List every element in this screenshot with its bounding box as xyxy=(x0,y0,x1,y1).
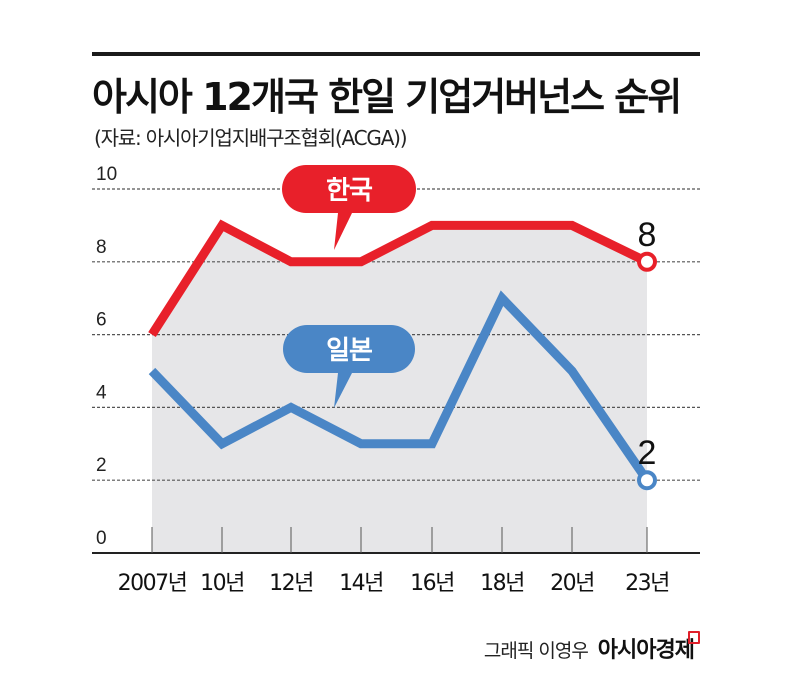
korea-line xyxy=(148,219,649,338)
y-tick-label: 8 xyxy=(96,237,107,258)
japan-callout: 일본 xyxy=(283,325,415,408)
top-rule xyxy=(92,52,700,56)
x-tick-label: 16년 xyxy=(410,571,454,596)
korea-end-marker xyxy=(637,251,657,272)
brand-logo: 아시아경제 xyxy=(597,638,695,663)
korea-callout: 한국 xyxy=(282,165,416,250)
x-axis-ticks xyxy=(151,527,648,553)
y-tick-label: 10 xyxy=(96,164,117,185)
japan-line xyxy=(148,290,651,483)
japan-end-value: 2 xyxy=(638,434,657,472)
korea-end-value: 8 xyxy=(638,216,657,254)
korea-area-fill xyxy=(152,225,647,553)
x-tick-label: 20년 xyxy=(550,571,594,596)
x-tick-label: 2007년 xyxy=(118,571,187,596)
y-tick-label: 0 xyxy=(96,528,107,549)
x-tick-label: 12년 xyxy=(269,571,313,596)
chart-subtitle: (자료: 아시아기업지배구조협회(ACGA)) xyxy=(94,126,408,150)
y-axis-labels: 0 2 4 6 8 10 xyxy=(96,164,117,549)
chart-title: 아시아 12개국 한일 기업거버넌스 순위 xyxy=(92,75,682,119)
y-tick-label: 2 xyxy=(96,455,107,476)
x-tick-label: 23년 xyxy=(625,571,669,596)
footer: 그래픽 이영우 아시아경제 xyxy=(483,632,695,664)
y-tick-label: 4 xyxy=(96,382,107,403)
brand-mark-icon xyxy=(688,631,700,644)
y-tick-label: 6 xyxy=(96,310,107,331)
japan-callout-label: 일본 xyxy=(326,336,372,366)
japan-end-marker xyxy=(637,470,657,491)
graphic-credit: 그래픽 이영우 xyxy=(483,640,589,662)
x-tick-label: 18년 xyxy=(480,571,524,596)
korea-callout-label: 한국 xyxy=(326,176,373,206)
x-axis-labels: 2007년 10년 12년 14년 16년 18년 20년 23년 xyxy=(118,571,671,596)
x-tick-label: 14년 xyxy=(339,571,383,596)
x-tick-label: 10년 xyxy=(200,571,244,596)
